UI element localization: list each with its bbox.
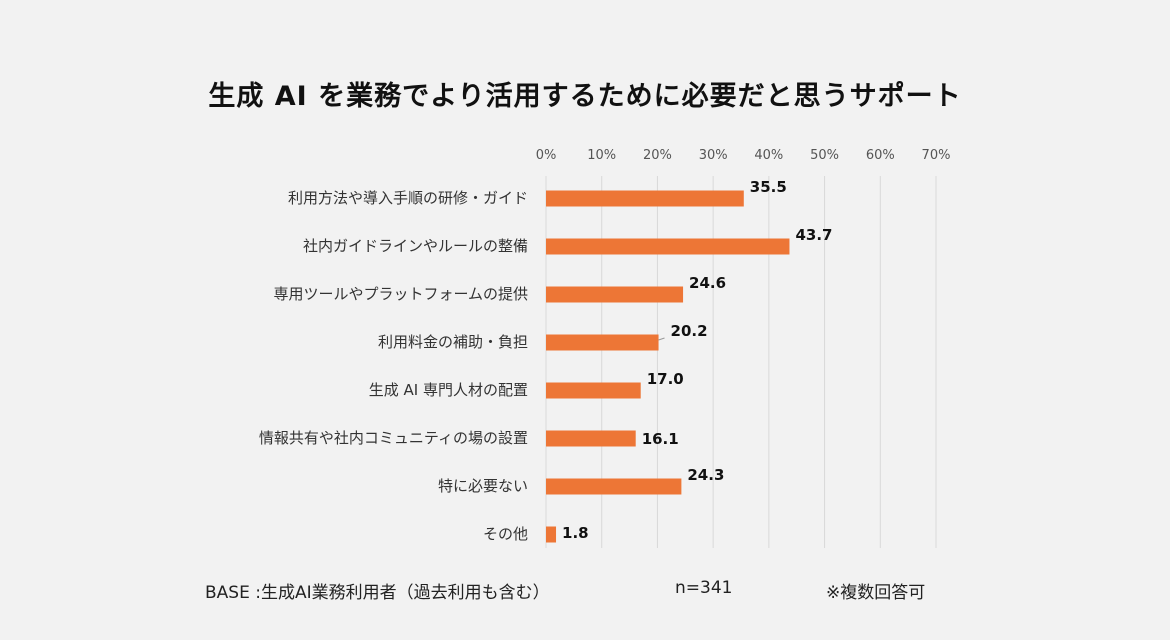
- data-label-leader: [658, 337, 665, 341]
- bar: [546, 190, 744, 207]
- x-tick-label: 0%: [536, 148, 557, 163]
- footer-note: ※複数回答可: [826, 583, 926, 603]
- data-label: 16.1: [642, 430, 679, 448]
- data-label: 20.2: [671, 322, 708, 340]
- bar: [546, 286, 684, 303]
- data-label: 1.8: [562, 524, 589, 542]
- bar: [546, 382, 641, 399]
- data-label: 43.7: [795, 226, 832, 244]
- category-label: その他: [483, 525, 528, 543]
- category-label: 専用ツールやプラットフォームの提供: [273, 285, 528, 303]
- bar: [546, 526, 557, 543]
- x-tick-label: 40%: [754, 148, 783, 163]
- category-label: 利用料金の補助・負担: [378, 333, 528, 351]
- category-label: 社内ガイドラインやルールの整備: [303, 237, 528, 255]
- category-label: 生成 AI 専門人材の配置: [369, 381, 528, 399]
- category-label: 利用方法や導入手順の研修・ガイド: [288, 189, 528, 207]
- bar: [546, 430, 636, 447]
- x-tick-label: 10%: [587, 148, 616, 163]
- x-tick-label: 70%: [922, 148, 951, 163]
- chart-title: 生成 AI を業務でより活用するために必要だと思うサポート: [208, 81, 962, 112]
- data-label: 24.3: [687, 466, 724, 484]
- data-label: 24.6: [689, 274, 726, 292]
- data-label: 17.0: [647, 370, 684, 388]
- footer-base: BASE :生成AI業務利用者（過去利用も含む）: [205, 583, 550, 603]
- x-tick-label: 20%: [643, 148, 672, 163]
- x-tick-label: 30%: [699, 148, 728, 163]
- footer-sample-size: n=341: [675, 578, 733, 598]
- bar: [546, 334, 659, 351]
- x-tick-label: 60%: [866, 148, 895, 163]
- bar: [546, 478, 682, 495]
- data-label: 35.5: [750, 178, 787, 196]
- bar: [546, 238, 790, 255]
- x-tick-label: 50%: [810, 148, 839, 163]
- category-label: 情報共有や社内コミュニティの場の設置: [259, 429, 528, 447]
- category-label: 特に必要ない: [438, 477, 528, 495]
